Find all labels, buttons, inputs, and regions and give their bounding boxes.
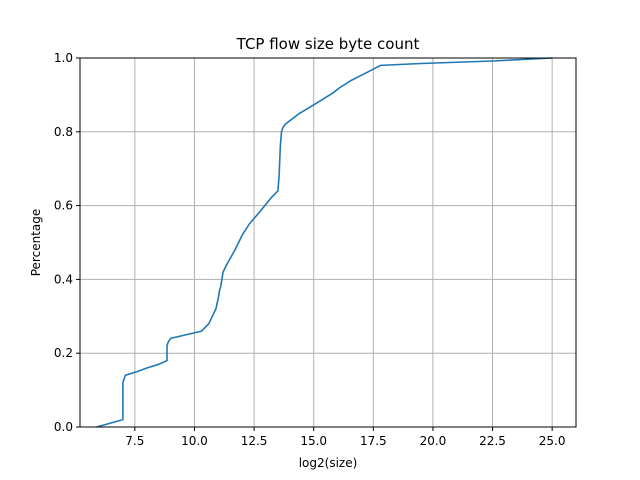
x-tick-label: 25.0 (539, 434, 566, 448)
series-layer (96, 57, 553, 428)
x-tick-label: 20.0 (420, 434, 447, 448)
x-tick-label: 7.5 (125, 434, 144, 448)
plot-frame (79, 57, 577, 428)
grid (80, 57, 576, 428)
x-tick-label: 10.0 (181, 434, 208, 448)
y-tick-label: 0.6 (54, 199, 73, 213)
x-tick-label: 15.0 (300, 434, 327, 448)
y-tick-label: 0.8 (54, 125, 73, 139)
x-tick-label: 22.5 (479, 434, 506, 448)
y-tick-label: 0.4 (54, 272, 73, 286)
series-line-0 (96, 57, 553, 428)
x-tick-label: 12.5 (241, 434, 268, 448)
x-axis-label: log2(size) (299, 456, 358, 470)
chart-title: TCP flow size byte count (236, 35, 420, 53)
x-tick-label: 17.5 (360, 434, 387, 448)
y-tick-label: 0.2 (54, 346, 73, 360)
y-tick-label: 1.0 (54, 51, 73, 65)
y-axis-label: Percentage (29, 209, 43, 277)
ticks: 7.5 10.0 12.5 15.0 17.5 20.0 22.5 25.0 0.0 0.2 0.4… (54, 51, 566, 448)
y-tick-label: 0.0 (54, 420, 73, 434)
